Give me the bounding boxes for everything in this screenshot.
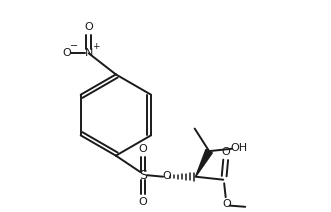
Text: O: O — [139, 197, 147, 207]
Text: +: + — [92, 42, 99, 51]
Text: O: O — [63, 48, 71, 58]
Text: N: N — [85, 48, 93, 58]
Text: −: − — [70, 41, 78, 52]
Text: O: O — [162, 172, 171, 181]
Text: O: O — [139, 144, 147, 154]
Text: O: O — [84, 22, 93, 32]
Text: O: O — [222, 199, 231, 209]
Text: OH: OH — [230, 143, 247, 153]
Text: S: S — [139, 169, 147, 182]
Polygon shape — [196, 149, 212, 177]
Text: O: O — [221, 147, 230, 157]
